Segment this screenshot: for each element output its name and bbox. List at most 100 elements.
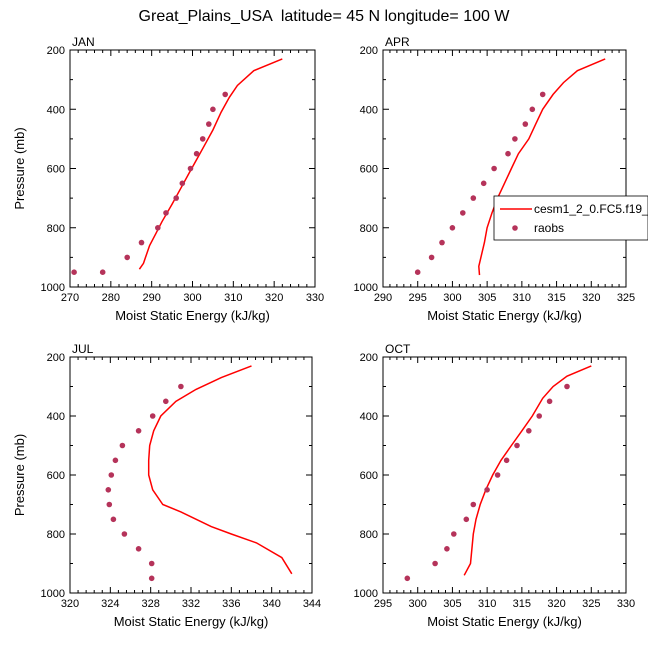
y-tick-label: 600: [47, 470, 65, 482]
raobs-point: [124, 254, 130, 261]
raobs-point: [512, 136, 518, 142]
x-tick-label: 300: [409, 598, 427, 610]
raobs-point: [404, 575, 411, 582]
raobs-point: [106, 501, 113, 508]
x-tick-label: 290: [374, 292, 392, 304]
legend: cesm1_2_0.FC5.f19_raobs: [493, 195, 648, 241]
y-tick-label: 400: [360, 411, 378, 423]
y-tick-label: 1000: [354, 588, 378, 600]
raobs-point: [210, 106, 216, 113]
x-tick-label: 300: [183, 292, 201, 304]
y-tick-label: 200: [360, 45, 378, 57]
y-tick-label: 1000: [41, 588, 65, 600]
x-tick-label: 310: [478, 598, 496, 610]
raobs-point: [451, 531, 457, 537]
raobs-point: [564, 383, 570, 390]
plot-frame: [382, 356, 627, 594]
raobs-point: [119, 442, 126, 449]
raobs-point: [179, 180, 186, 187]
raobs-point: [480, 180, 487, 187]
raobs-point: [108, 472, 115, 478]
raobs-point: [432, 560, 438, 567]
raobs-point: [206, 121, 212, 127]
raobs-point: [173, 195, 179, 201]
y-tick-label: 1000: [41, 282, 65, 294]
x-tick-label: 290: [142, 292, 160, 304]
y-tick-label: 600: [47, 164, 65, 176]
y-tick-label: 400: [47, 411, 65, 423]
x-tick-label: 310: [513, 292, 531, 304]
raobs-point: [536, 413, 542, 419]
raobs-point: [148, 575, 155, 582]
model-profile-line: [463, 365, 592, 576]
raobs-point: [463, 516, 470, 523]
raobs-point: [193, 150, 200, 157]
raobs-point: [491, 165, 497, 172]
panel-label: OCT: [385, 342, 411, 356]
raobs-point: [121, 531, 128, 537]
raobs-point: [135, 428, 142, 434]
x-tick-label: 320: [547, 598, 565, 610]
raobs-point: [163, 210, 169, 216]
raobs-point: [155, 225, 161, 231]
model-profile-line: [478, 58, 606, 276]
y-axis-title: Pressure (mb): [12, 434, 27, 516]
x-tick-label: 328: [141, 598, 159, 610]
x-tick-label: 315: [513, 598, 531, 610]
x-tick-label: 325: [617, 292, 635, 304]
raobs-point: [428, 254, 435, 261]
y-tick-label: 1000: [354, 282, 378, 294]
x-axis-title: Moist Static Energy (kJ/kg): [115, 308, 270, 323]
panel-label: JUL: [72, 342, 94, 356]
legend-box: [493, 195, 648, 241]
x-tick-label: 330: [617, 598, 635, 610]
raobs-point: [149, 413, 156, 419]
raobs-point: [444, 546, 450, 552]
x-tick-label: 295: [374, 598, 392, 610]
raobs-point: [460, 210, 466, 216]
x-tick-label: 305: [443, 598, 461, 610]
raobs-point: [449, 225, 456, 231]
raobs-point: [112, 457, 119, 464]
x-tick-label: 320: [61, 598, 79, 610]
chart-panel-apr: 290 295 300 305 310 315 320 325 200 400 600 800 1000…: [354, 35, 636, 323]
y-tick-label: 400: [47, 104, 65, 116]
raobs-point: [199, 136, 206, 142]
legend-marker-symbol: [512, 225, 518, 231]
chart-panel-jan: 270 280 290 300 310 320 330 200 400 600 800 1000 JAN…: [12, 35, 324, 323]
y-axis-title: Pressure (mb): [12, 127, 27, 209]
y-tick-label: 800: [47, 223, 65, 235]
figure-title: Great_Plains_USA latitude= 45 N longitud…: [138, 8, 510, 25]
x-axis-title: Moist Static Energy (kJ/kg): [427, 308, 582, 323]
panel-label: APR: [385, 35, 410, 49]
x-tick-label: 310: [224, 292, 242, 304]
raobs-point: [514, 442, 520, 449]
raobs-point: [526, 428, 532, 434]
x-tick-label: 336: [222, 598, 240, 610]
x-tick-label: 340: [262, 598, 280, 610]
raobs-point: [222, 91, 228, 98]
y-tick-label: 800: [360, 529, 378, 541]
raobs-point: [105, 487, 112, 493]
raobs-point: [71, 269, 77, 276]
x-tick-label: 330: [306, 292, 324, 304]
raobs-point: [163, 398, 169, 405]
raobs-point: [529, 106, 536, 113]
raobs-point: [110, 516, 117, 523]
y-tick-label: 400: [360, 104, 378, 116]
chart-panel-oct: 295 300 305 310 315 320 325 330 200 400 600 800 1000…: [354, 342, 636, 629]
raobs-point: [135, 546, 142, 552]
raobs-point: [148, 560, 155, 567]
legend-label: cesm1_2_0.FC5.f19_: [534, 202, 648, 216]
raobs-point: [484, 487, 490, 493]
plot-frame: [382, 49, 627, 288]
x-tick-label: 295: [409, 292, 427, 304]
x-axis-title: Moist Static Energy (kJ/kg): [114, 614, 269, 629]
x-tick-label: 320: [265, 292, 283, 304]
raobs-point: [503, 457, 510, 464]
x-tick-label: 320: [582, 292, 600, 304]
y-tick-label: 800: [360, 223, 378, 235]
raobs-point: [178, 383, 184, 390]
x-tick-label: 270: [61, 292, 79, 304]
chart-panel-jul: 320 324 328 332 336 340 344 200 400 600 800 1000 JUL…: [12, 342, 321, 629]
